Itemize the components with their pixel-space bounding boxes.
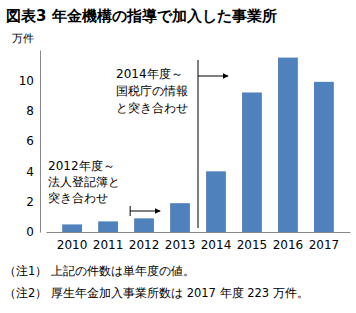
x-tick-label: 2015 — [237, 238, 268, 252]
y-tick: 4 — [26, 165, 40, 179]
y-tick-label: 0 — [26, 225, 34, 239]
annotation-text: と突き合わせ — [116, 101, 188, 115]
x-tick: 2011 — [93, 232, 124, 252]
y-axis-title: 万件 — [12, 32, 34, 45]
annotation-text: 2012年度～ — [48, 159, 115, 173]
bar — [314, 82, 334, 232]
x-tick: 2010 — [57, 232, 88, 252]
notes: （注1） 上記の件数は単年度の値。 （注2） 厚生年金加入事業所数は 2017 年… — [4, 264, 309, 300]
x-tick: 2012 — [129, 232, 160, 252]
x-tick-label: 2010 — [57, 238, 88, 252]
bar — [206, 171, 226, 232]
y-axis: 0 2 4 6 8 10 — [19, 51, 41, 240]
annotation-arrow — [130, 211, 160, 212]
title: 図表3 年金機構の指導で加入した事業所 — [6, 7, 277, 25]
x-tick-label: 2016 — [273, 238, 304, 252]
x-tick-label: 2017 — [309, 238, 340, 252]
bar — [134, 218, 154, 232]
y-axis-line — [40, 51, 41, 233]
annotation-text: 法人登記簿と — [48, 175, 120, 189]
x-tick: 2015 — [237, 232, 268, 252]
y-tick-label: 8 — [26, 104, 34, 118]
y-tick: 10 — [19, 74, 40, 88]
bars — [62, 58, 334, 232]
bar — [98, 221, 118, 232]
x-tick-label: 2011 — [93, 238, 124, 252]
annotations: 2012年度～ 法人登記簿と突き合わせ 2014年度～ 国税庁の情報と突き合わせ — [48, 60, 228, 228]
y-tick-label: 2 — [26, 195, 34, 209]
bar — [278, 58, 298, 232]
x-axis: 2010 2011 2012 2013 2014 2015 2016 2017 — [47, 232, 351, 252]
annotation-text: 2014年度～ — [116, 67, 183, 81]
annotation-divider — [198, 60, 199, 228]
chart: 図表3 年金機構の指導で加入した事業所 0 2 4 6 8 10 万件 2010 2011 2012… — [0, 0, 356, 313]
annotation-arrow — [198, 76, 228, 77]
y-tick: 2 — [26, 195, 40, 209]
y-tick: 8 — [26, 104, 40, 118]
annotation-text: 突き合わせ — [48, 191, 108, 205]
y-tick-label: 4 — [26, 165, 34, 179]
x-tick: 2016 — [273, 232, 304, 252]
bar — [170, 203, 190, 232]
y-tick-label: 10 — [19, 74, 34, 88]
y-tick: 6 — [26, 134, 40, 148]
y-tick-label: 6 — [26, 134, 34, 148]
x-tick: 2017 — [309, 232, 340, 252]
note: （注1） 上記の件数は単年度の値。 — [4, 264, 195, 278]
x-tick-label: 2013 — [165, 238, 196, 252]
bar — [242, 92, 262, 232]
x-tick: 2013 — [165, 232, 196, 252]
note: （注2） 厚生年金加入事業所数は 2017 年度 223 万件。 — [4, 286, 309, 300]
x-tick: 2014 — [201, 232, 232, 252]
bar — [62, 224, 82, 232]
annotation-text: 国税庁の情報 — [116, 84, 188, 98]
x-axis-line — [47, 232, 351, 233]
y-tick: 0 — [26, 225, 40, 239]
x-tick-label: 2014 — [201, 238, 232, 252]
x-tick-label: 2012 — [129, 238, 160, 252]
